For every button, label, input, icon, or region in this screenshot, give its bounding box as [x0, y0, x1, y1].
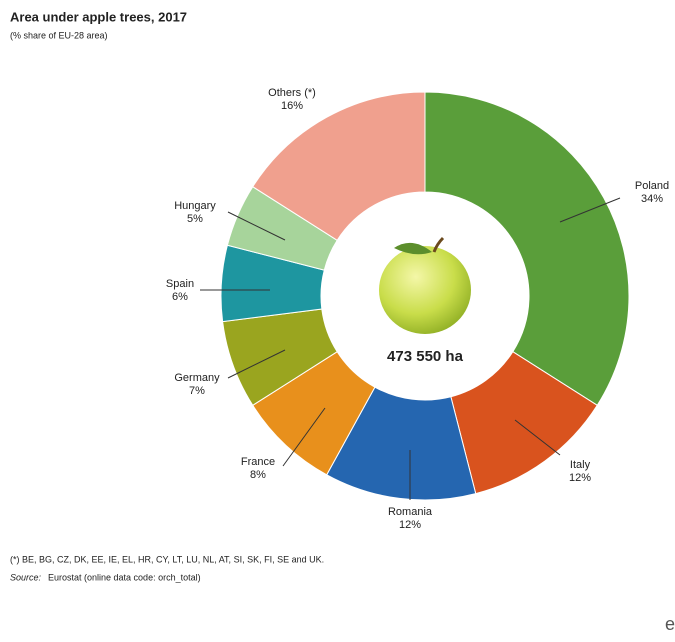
source-label: Source: [10, 572, 42, 582]
slice-label: Romania [388, 506, 433, 518]
slice-label: Others (*) [268, 87, 316, 99]
source-text: Eurostat (online data code: orch_total) [48, 572, 201, 582]
center-label: 473 550 ha [387, 348, 464, 365]
slice-value-label: 5% [187, 213, 203, 225]
donut [220, 91, 630, 501]
slice-value-label: 12% [569, 472, 591, 484]
apple-icon [379, 236, 471, 334]
chart-subtitle: (% share of EU-28 area) [10, 30, 108, 40]
leader-line [282, 407, 326, 467]
slice-value-label: 12% [399, 519, 421, 531]
slice-value-label: 8% [250, 469, 266, 481]
donut-segment [252, 91, 426, 241]
slice-label: Spain [166, 278, 194, 290]
chart-title: Area under apple trees, 2017 [10, 9, 187, 24]
slice-label: Italy [570, 459, 591, 471]
slice-value-label: 16% [281, 100, 303, 112]
leader-line [514, 419, 561, 456]
slice-value-label: 6% [172, 291, 188, 303]
leader-line [227, 349, 286, 379]
footnote: (*) BE, BG, CZ, DK, EE, IE, EL, HR, CY, … [10, 554, 324, 564]
leader-line [227, 211, 286, 241]
logo: e [665, 614, 675, 634]
slice-value-label: 7% [189, 385, 205, 397]
slice-value-label: 34% [641, 193, 663, 205]
slice-label: Poland [635, 180, 669, 192]
leader-line [559, 197, 621, 223]
slice-label: Germany [174, 372, 220, 384]
donut-segment [424, 91, 630, 406]
slice-label: Hungary [174, 200, 216, 212]
slice-label: France [241, 456, 275, 468]
